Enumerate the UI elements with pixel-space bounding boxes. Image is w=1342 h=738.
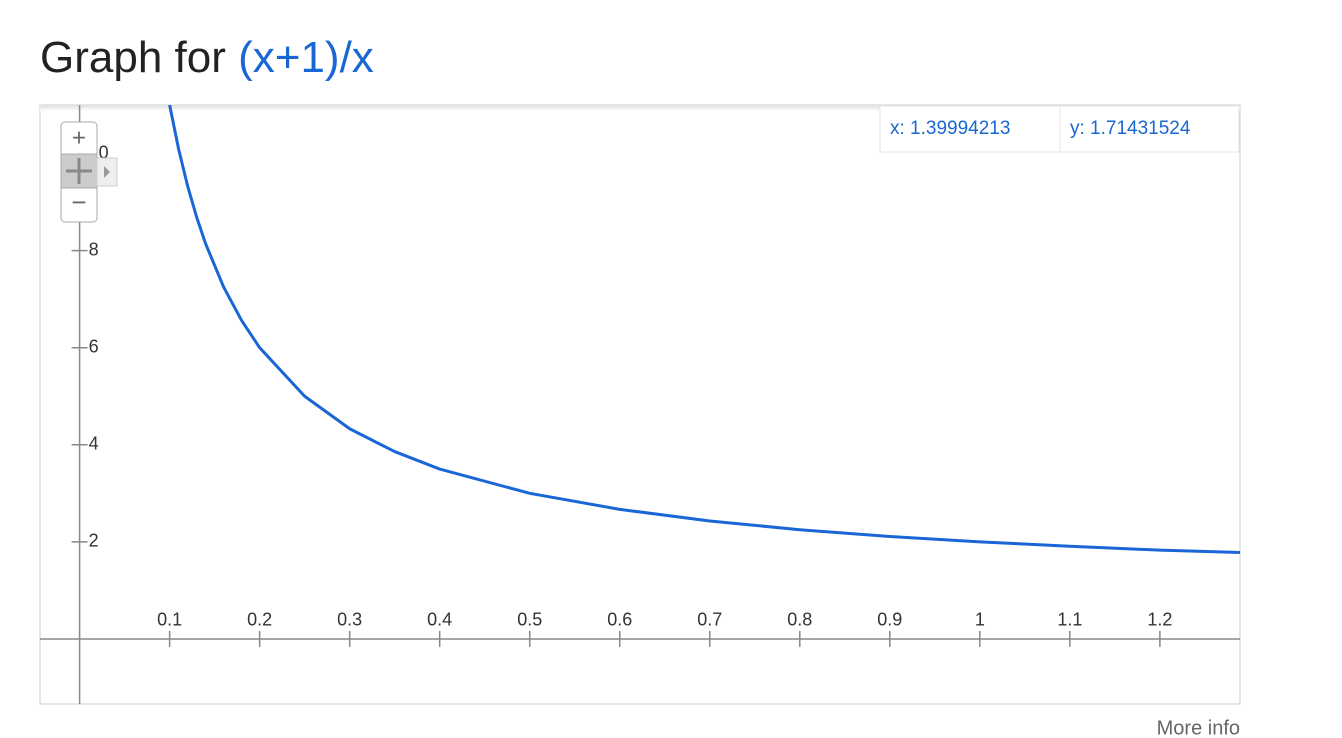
plot-shadow bbox=[40, 105, 1240, 111]
curve bbox=[168, 105, 1240, 555]
y-tick-label: 4 bbox=[89, 434, 99, 454]
x-tick-label: 0.8 bbox=[787, 610, 812, 630]
x-tick-label: 1.1 bbox=[1057, 610, 1082, 630]
zoom-control: + − bbox=[60, 121, 118, 223]
title-function[interactable]: (x+1)/x bbox=[238, 33, 374, 82]
x-tick-label: 0.7 bbox=[697, 610, 722, 630]
readout: x: 1.39994213 y: 1.71431524 bbox=[879, 105, 1240, 153]
x-tick-label: 0.4 bbox=[427, 610, 452, 630]
x-tick-label: 0.9 bbox=[877, 610, 902, 630]
x-tick-label: 0.1 bbox=[157, 610, 182, 630]
y-tick-label: 6 bbox=[89, 336, 99, 356]
readout-y: y: 1.71431524 bbox=[1070, 118, 1191, 139]
x-tick-label: 0.2 bbox=[247, 610, 272, 630]
x-tick-label: 0.3 bbox=[337, 610, 362, 630]
x-tick-label: 1.2 bbox=[1147, 610, 1172, 630]
pan-icon bbox=[66, 158, 92, 184]
plot-frame bbox=[39, 104, 1241, 705]
x-tick-label: 1 bbox=[975, 610, 985, 630]
x-tick-label: 0.6 bbox=[607, 610, 632, 630]
y-tick-label: 2 bbox=[89, 531, 99, 551]
zoom-out[interactable]: − bbox=[71, 187, 86, 217]
more-info[interactable]: More info bbox=[1157, 717, 1240, 738]
readout-cell bbox=[879, 105, 1061, 153]
readout-cell bbox=[1059, 105, 1240, 153]
title: Graph for (x+1)/x bbox=[40, 33, 374, 82]
title-prefix: Graph for bbox=[40, 33, 226, 82]
x-tick-label: 0.5 bbox=[517, 610, 542, 630]
readout-x: x: 1.39994213 bbox=[890, 118, 1010, 139]
pan-arrow bbox=[104, 166, 110, 178]
zoom-in[interactable]: + bbox=[72, 124, 86, 151]
y-tick-label: 8 bbox=[89, 239, 99, 259]
